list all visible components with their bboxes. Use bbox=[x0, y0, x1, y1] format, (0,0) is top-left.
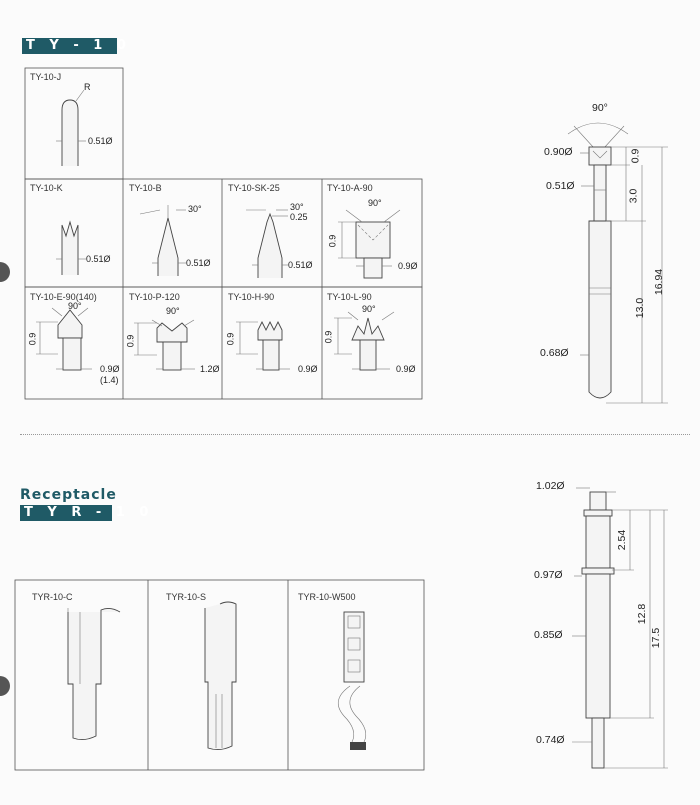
cell-label-ty10-sk-25: TY-10-SK-25 bbox=[228, 183, 280, 193]
cell-label-tyr10-w500: TYR-10-W500 bbox=[298, 592, 356, 602]
dim-ty10-a-angle: 90° bbox=[368, 198, 382, 208]
cell-label-ty10-p-120: TY-10-P-120 bbox=[129, 292, 180, 302]
tyr10-badge: T Y R - 1 0 bbox=[20, 505, 148, 521]
binding-mark-bottom bbox=[0, 676, 10, 696]
probe-angle: 90° bbox=[592, 102, 608, 114]
cell-label-tyr10-s: TYR-10-S bbox=[166, 592, 207, 602]
dim-ty10-a-diameter: 0.9Ø bbox=[398, 261, 418, 271]
probe-body-length: 13.0 bbox=[634, 297, 647, 319]
section-divider bbox=[20, 434, 690, 435]
dim-ty10-p-angle: 90° bbox=[166, 306, 180, 316]
dim-ty10-a-height: 0.9 bbox=[327, 234, 338, 248]
dim-ty10-sk-diameter: 0.51Ø bbox=[288, 260, 313, 270]
cell-label-ty10-b: TY-10-B bbox=[129, 183, 162, 193]
rec-ring-diameter: 0.97Ø bbox=[534, 569, 563, 581]
probe-total-length: 16.94 bbox=[653, 268, 666, 296]
dim-ty10-e-angle: 90° bbox=[68, 301, 82, 311]
probe-head-height: 0.9 bbox=[629, 148, 642, 164]
dim-ty10-l-angle: 90° bbox=[362, 304, 376, 314]
probe-shaft-diameter: 0.51Ø bbox=[546, 180, 575, 192]
dim-ty10-l-diameter: 0.9Ø bbox=[396, 364, 416, 374]
dim-ty10-b-angle: 30° bbox=[188, 204, 202, 214]
rec-top-length: 2.54 bbox=[616, 529, 629, 551]
dim-ty10-l-height: 0.9 bbox=[323, 330, 334, 344]
cell-label-ty10-h-90: TY-10-H-90 bbox=[228, 292, 275, 302]
dim-ty10-e-diameter: 0.9Ø bbox=[100, 364, 120, 374]
dim-ty10-sk-width: 0.25 bbox=[290, 212, 308, 222]
cell-label-ty10-l-90: TY-10-L-90 bbox=[327, 292, 372, 302]
probe-body-diameter: 0.68Ø bbox=[540, 347, 569, 359]
dim-ty10-sk-angle: 30° bbox=[290, 202, 304, 212]
dim-ty10-j-radius: R bbox=[84, 82, 91, 92]
rec-bottom-diameter: 0.74Ø bbox=[536, 734, 565, 746]
receptacle-title: Receptacle bbox=[20, 487, 117, 503]
dim-ty10-h-height: 0.9 bbox=[225, 332, 236, 346]
rec-total-length: 17.5 bbox=[650, 627, 663, 649]
rec-body-length: 12.8 bbox=[636, 603, 649, 625]
dim-ty10-e-height: 0.9 bbox=[27, 332, 38, 346]
probe-head-diameter: 0.90Ø bbox=[544, 146, 573, 158]
dim-ty10-j-diameter: 0.51Ø bbox=[88, 136, 113, 146]
cell-label-ty10-k: TY-10-K bbox=[30, 183, 63, 193]
ty10-badge: T Y - 1 0 bbox=[22, 38, 126, 54]
cell-label-ty10-j: TY-10-J bbox=[30, 72, 62, 82]
dim-ty10-h-diameter: 0.9Ø bbox=[298, 364, 318, 374]
dim-ty10-e-alt: (1.4) bbox=[100, 375, 119, 385]
cell-label-ty10-a-90: TY-10-A-90 bbox=[327, 183, 373, 193]
binding-mark-top bbox=[0, 262, 10, 282]
dim-ty10-p-height: 0.9 bbox=[125, 334, 136, 348]
dim-ty10-b-diameter: 0.51Ø bbox=[186, 258, 211, 268]
cell-label-tyr10-c: TYR-10-C bbox=[32, 592, 73, 602]
dim-ty10-k-diameter: 0.51Ø bbox=[86, 254, 111, 264]
rec-body-diameter: 0.85Ø bbox=[534, 629, 563, 641]
cell-label-ty10-e-90: TY-10-E-90(140) bbox=[30, 292, 97, 302]
dim-ty10-p-diameter: 1.2Ø bbox=[200, 364, 220, 374]
rec-top-diameter: 1.02Ø bbox=[536, 480, 565, 492]
probe-shaft-length: 3.0 bbox=[627, 188, 640, 204]
